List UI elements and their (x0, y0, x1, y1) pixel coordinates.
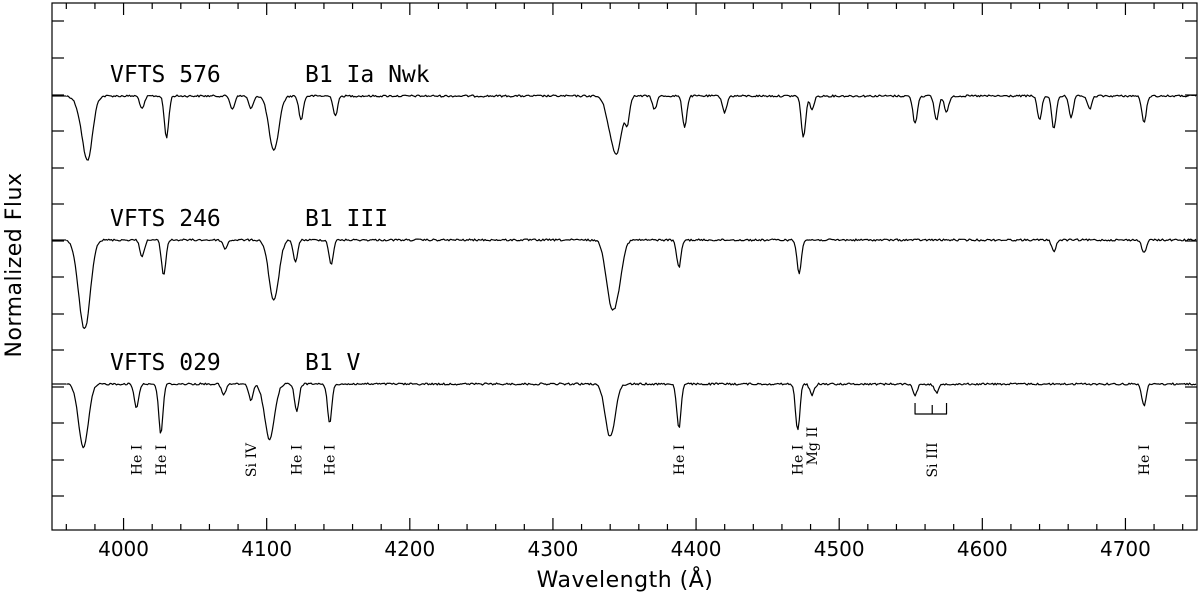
x-tick-label: 4000 (98, 537, 149, 561)
spectral-type-label: B1 V (305, 350, 361, 376)
x-tick-label: 4700 (1100, 537, 1151, 561)
x-tick-label: 4100 (241, 537, 292, 561)
line-id-label: He I (672, 445, 688, 475)
x-tick-label: 4300 (527, 537, 578, 561)
axis-ticks: 4000 4100 4200 4300 4400 4500 4600 4700 (52, 3, 1197, 561)
spectra-series: VFTS 576 B1 Ia Nwk VFTS 246 B1 III VFTS 029 B… (52, 62, 1197, 449)
spectrum-line-vfts-576 (66, 94, 1197, 161)
x-tick-label: 4400 (671, 537, 722, 561)
line-id-label: He I (290, 445, 306, 475)
y-axis-title: Normalized Flux (2, 173, 27, 358)
line-id-label: He I (154, 445, 170, 475)
line-identifications: He I He I Si IV He I He I He I He IMg II Si III… (129, 403, 1153, 478)
spectral-type-label: B1 Ia Nwk (305, 62, 430, 88)
star-name-label: VFTS 029 (110, 350, 221, 376)
star-name-label: VFTS 576 (110, 62, 221, 88)
si-iii-bracket (914, 403, 948, 415)
line-id-label: Si IV (244, 442, 260, 477)
x-tick-label: 4600 (957, 537, 1008, 561)
line-id-label: Mg II (805, 427, 821, 466)
line-id-label: He I (323, 445, 339, 475)
plot-frame (51, 2, 1198, 531)
plot-border (51, 2, 1198, 531)
line-id-label: He I (129, 445, 145, 475)
line-id-label: Si III (925, 442, 941, 477)
spectrum-line-vfts-246 (66, 238, 1197, 329)
x-tick-label: 4200 (384, 537, 435, 561)
x-axis-title: Wavelength (Å) (537, 566, 714, 593)
x-tick-label: 4500 (814, 537, 865, 561)
line-id-label: He I (791, 445, 807, 475)
line-id-label: He I (1137, 445, 1153, 475)
star-name-label: VFTS 246 (110, 206, 221, 232)
spectral-type-label: B1 III (305, 206, 388, 232)
spectrum-line-vfts-029 (66, 382, 1197, 449)
